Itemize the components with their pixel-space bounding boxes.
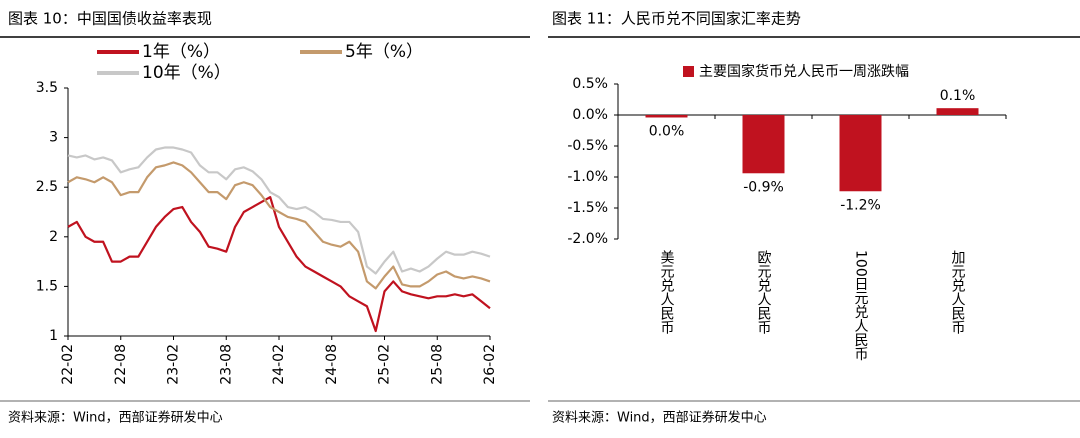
- y-tick-label: 1: [49, 328, 58, 344]
- y-tick-label: -1.5%: [567, 200, 608, 216]
- x-tick-label: 25-02: [377, 344, 393, 385]
- x-tick-label: 24-08: [324, 344, 340, 385]
- y-tick-label: 3: [49, 130, 58, 146]
- bar: [936, 108, 979, 115]
- y-tick-label: 3.5: [36, 80, 58, 96]
- x-tick-label: 25-08: [429, 344, 445, 385]
- chart-title: 图表 11：人民币兑不同国家汇率走势: [552, 10, 801, 28]
- x-tick-label: 23-08: [218, 344, 234, 385]
- source: 资料来源：Wind，西部证券研发中心: [552, 410, 767, 426]
- x-tick-label: 欧元兑人民币: [756, 250, 772, 334]
- x-tick-label: 22-02: [60, 344, 76, 385]
- value-label: -0.9%: [743, 179, 784, 195]
- legend-swatch: [683, 66, 694, 77]
- y-tick-label: 2.5: [36, 179, 58, 195]
- y-tick-label: 2: [49, 229, 58, 245]
- y-tick-label: 1.5: [36, 278, 58, 294]
- series-line: [67, 161, 491, 290]
- source: 资料来源：Wind，西部证券研发中心: [8, 410, 223, 426]
- legend-label: 主要国家货币兑人民币一周涨跌幅: [699, 63, 909, 80]
- x-tick-label: 26-02: [482, 344, 498, 385]
- series-line: [67, 196, 491, 333]
- y-tick-label: 0.0%: [572, 107, 608, 123]
- value-label: -1.2%: [840, 197, 881, 213]
- legend-label: 10年（%）: [142, 63, 231, 83]
- legend-label: 5年（%）: [345, 42, 423, 62]
- x-tick-label: 美元兑人民币: [659, 250, 675, 334]
- series-line: [67, 146, 491, 275]
- value-label: 0.1%: [940, 88, 976, 104]
- x-tick-label: 加元兑人民币: [950, 250, 966, 334]
- y-tick-label: -0.5%: [567, 138, 608, 154]
- y-tick-label: 0.5%: [572, 76, 608, 92]
- x-tick-label: 100日元兑人民币: [853, 250, 869, 361]
- bar: [645, 115, 688, 118]
- x-tick-label: 22-08: [113, 344, 129, 385]
- x-tick-label: 23-02: [166, 344, 182, 385]
- bar: [839, 115, 882, 192]
- value-label: 0.0%: [649, 123, 685, 139]
- chart-title: 图表 10：中国国债收益率表现: [8, 10, 212, 28]
- x-tick-label: 24-02: [271, 344, 287, 385]
- y-tick-label: -2.0%: [567, 231, 608, 247]
- bar: [742, 115, 785, 174]
- legend-label: 1年（%）: [142, 42, 220, 62]
- y-tick-label: -1.0%: [567, 169, 608, 185]
